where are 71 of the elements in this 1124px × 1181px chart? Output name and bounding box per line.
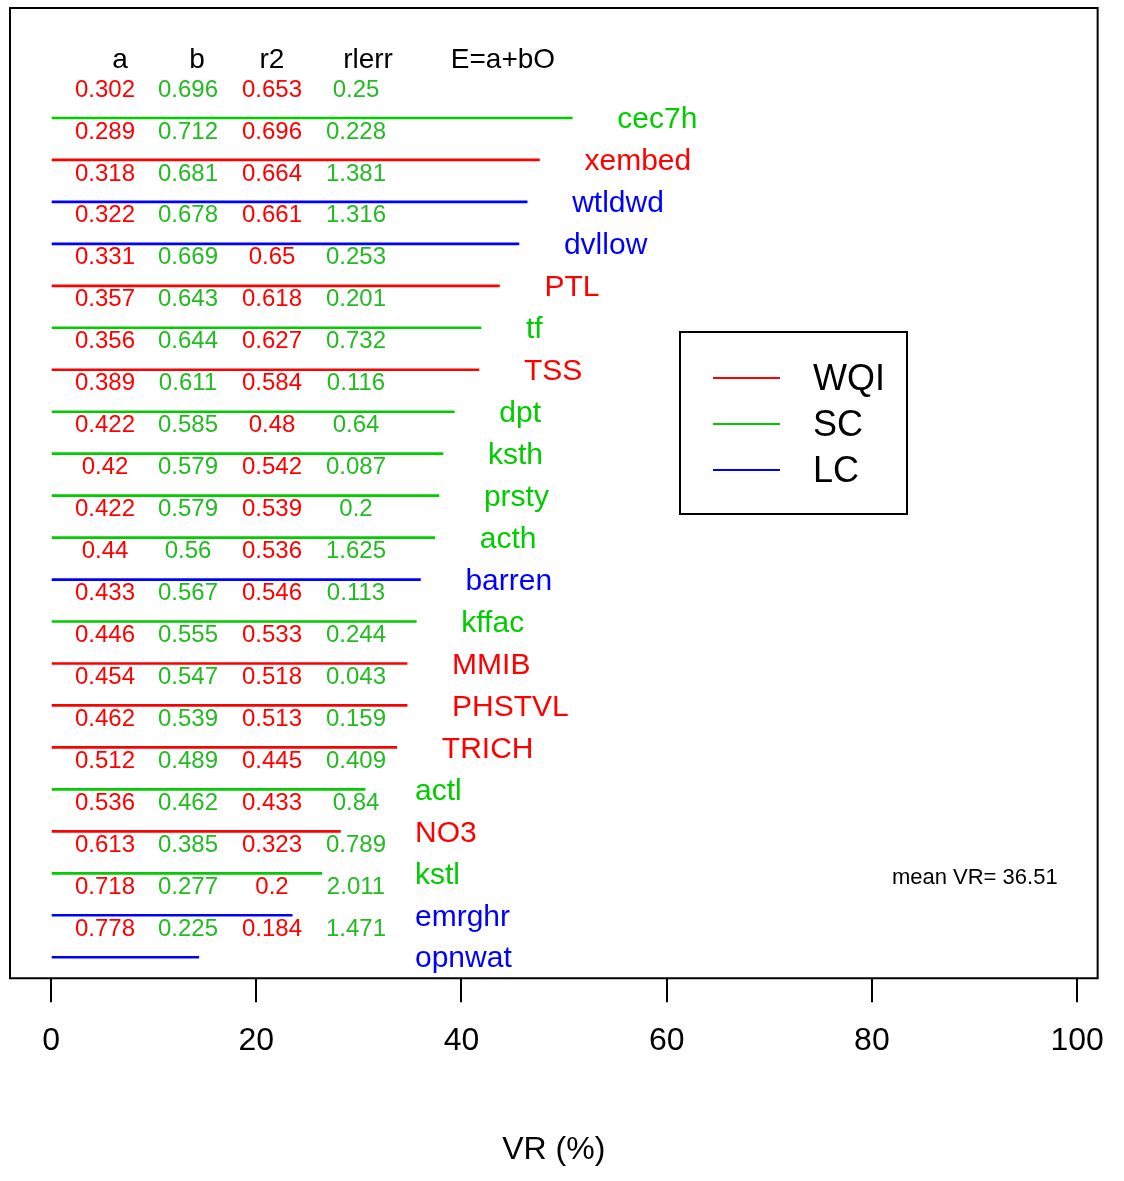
text: 0.536 0.462 0.433 0.84 [74, 787, 380, 815]
bar [51, 955, 200, 959]
bar [51, 788, 366, 791]
bar [51, 284, 500, 288]
y-tick-label: actl [415, 772, 462, 806]
annotation: 0.446 0.555 0.533 0.244 [74, 620, 387, 648]
y-tick-label: acth [479, 520, 537, 554]
annotation: 0.356 0.644 0.627 0.732 [74, 326, 387, 354]
x-tick-label: 20 [238, 1021, 275, 1058]
legend-label: SC [813, 402, 864, 444]
annotation: 0.433 0.567 0.546 0.113 [74, 578, 386, 606]
y-tick-label: prsty [483, 478, 549, 512]
text: 0.718 0.277 0.2 2.011 [74, 871, 386, 899]
bar [51, 536, 436, 539]
bar [51, 494, 440, 497]
y-tick-label: kstl [415, 856, 460, 890]
annotation: 0.613 0.385 0.323 0.789 [74, 829, 387, 857]
legend-label: WQI [813, 356, 885, 398]
bar [51, 452, 444, 456]
annotation: 0.512 0.489 0.445 0.409 [74, 746, 387, 773]
annotation: 0.389 0.611 0.584 0.116 [74, 368, 386, 396]
y-tick-label: dpt [499, 394, 542, 428]
x-tick-label: 40 [443, 1021, 480, 1058]
bar [51, 410, 455, 414]
annotation: 0.322 0.678 0.661 1.316 [74, 200, 387, 228]
text: a b r2 rlerr E=a+bO [112, 42, 556, 74]
text: 0.302 0.696 0.653 0.25 [74, 74, 380, 102]
y-tick-label: PTL [544, 269, 600, 303]
x-tick-label: 80 [854, 1021, 890, 1058]
bar [51, 620, 417, 623]
bar [51, 326, 482, 330]
bar [51, 662, 408, 665]
annotation: mean VR= 36.51 [891, 864, 1058, 890]
y-tick-label: barren [465, 562, 553, 596]
x-tick-label: 100 [1050, 1021, 1104, 1058]
y-tick-label: PHSTVL [452, 688, 569, 722]
y-tick-label: wtldwd [571, 185, 664, 219]
x-axis-title: VR (%) [502, 1129, 606, 1166]
annotation: 0.462 0.539 0.513 0.159 [74, 704, 387, 732]
bar [51, 913, 293, 917]
y-tick-label: TSS [523, 353, 583, 387]
y-tick-label: MMIB [452, 646, 531, 680]
annotation: 0.454 0.547 0.518 0.043 [74, 662, 387, 690]
y-tick-label: ksth [488, 436, 544, 470]
bar [51, 871, 323, 875]
annotation: 0.289 0.712 0.696 0.228 [74, 116, 387, 144]
x-tick-label: 60 [648, 1021, 685, 1058]
text: 0.42 0.579 0.542 0.087 [81, 452, 387, 480]
annotation: 0.357 0.643 0.618 0.201 [74, 284, 387, 312]
x-tick-label: 0 [42, 1021, 60, 1058]
y-tick-label: dvllow [563, 227, 648, 261]
text: 0.331 0.669 0.65 0.253 [74, 242, 387, 270]
y-tick-label: TRICH [441, 730, 534, 764]
y-tick-label: emrghr [415, 898, 511, 932]
bar [51, 746, 398, 749]
y-tick-label: tf [525, 311, 544, 345]
text: 0.422 0.579 0.539 0.2 [74, 494, 373, 522]
text: 0.44 0.56 0.536 1.625 [81, 536, 387, 564]
bar [51, 578, 421, 581]
legend-label: LC [813, 448, 860, 490]
y-tick-label: NO3 [415, 814, 477, 848]
y-tick-label: xembed [584, 143, 692, 177]
y-tick-label: opnwat [415, 940, 513, 974]
y-tick-label: cec7h [617, 101, 698, 135]
annotation: 0.318 0.681 0.664 1.381 [74, 158, 387, 186]
bar [51, 830, 341, 833]
text: 0.422 0.585 0.48 0.64 [74, 410, 380, 438]
y-tick-label: kffac [461, 604, 525, 638]
bar [51, 704, 408, 707]
bar [51, 368, 480, 372]
annotation: 0.778 0.225 0.184 1.471 [74, 913, 387, 941]
